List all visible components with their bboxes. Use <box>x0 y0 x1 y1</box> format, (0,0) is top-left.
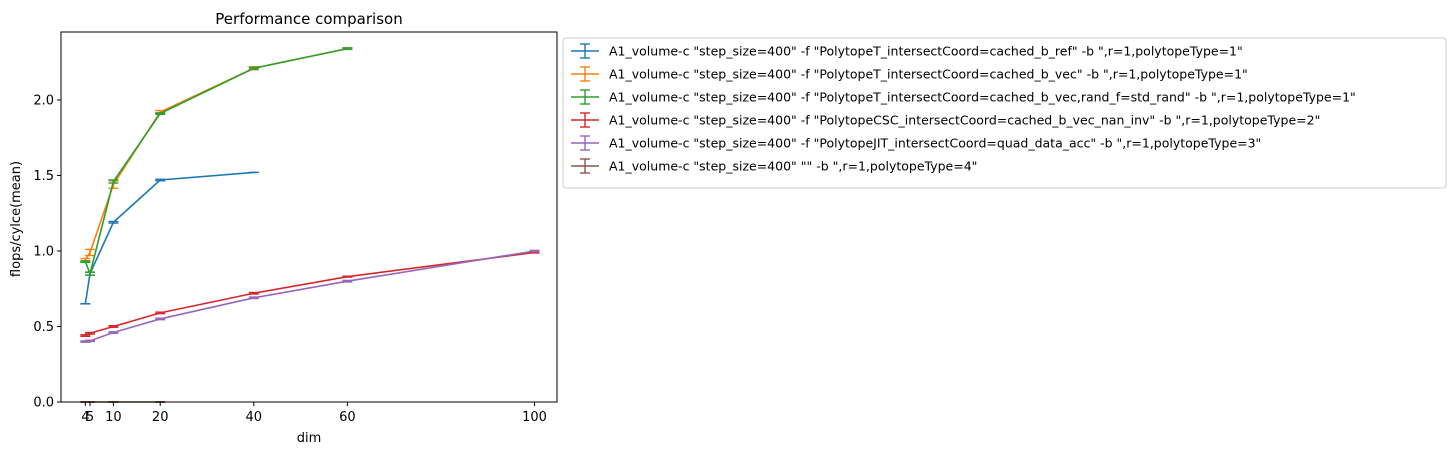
axes-frame <box>60 31 558 403</box>
legend-label: A1_volume-c "step_size=400" -f "Polytope… <box>609 44 1243 59</box>
legend-entry: A1_volume-c "step_size=400" -f "Polytope… <box>571 112 1320 128</box>
legend-entry: A1_volume-c "step_size=400" -f "Polytope… <box>571 66 1248 82</box>
legend-label: A1_volume-c "step_size=400" "" -b ",r=1,… <box>609 159 977 174</box>
legend-entry: A1_volume-c "step_size=400" -f "Polytope… <box>571 135 1261 151</box>
series-line <box>85 250 535 343</box>
legend-entry: A1_volume-c "step_size=400" -f "Polytope… <box>571 89 1356 105</box>
y-tick-label: 1.5 <box>33 169 54 184</box>
series-line <box>84 251 535 337</box>
legend-label: A1_volume-c "step_size=400" -f "Polytope… <box>609 113 1320 128</box>
legend-label: A1_volume-c "step_size=400" -f "Polytope… <box>609 90 1356 105</box>
series-line <box>84 47 348 261</box>
y-tick-label: 0.0 <box>33 396 54 411</box>
series-line <box>84 47 348 277</box>
x-tick-label: 100 <box>522 410 547 425</box>
legend: A1_volume-c "step_size=400" -f "Polytope… <box>562 37 1447 189</box>
legend-label: A1_volume-c "step_size=400" -f "Polytope… <box>609 136 1261 151</box>
plot-area <box>80 47 540 404</box>
series-4 <box>80 251 540 338</box>
chart-title: Performance comparison <box>215 10 402 28</box>
x-tick-label: 60 <box>339 410 356 425</box>
series-3 <box>80 47 353 277</box>
legend-label: A1_volume-c "step_size=400" -f "Polytope… <box>609 67 1248 82</box>
x-axis-label: dim <box>297 431 322 446</box>
x-axis: 45 10 20 40 60 100 <box>81 402 547 425</box>
series-1 <box>80 171 259 305</box>
y-tick-label: 1.0 <box>33 244 54 259</box>
x-tick-label: 5 <box>86 410 94 425</box>
x-tick-label: 4 <box>81 410 89 425</box>
y-axis: 0.0 0.5 1.0 1.5 2.0 <box>33 93 61 411</box>
x-tick-label: 40 <box>246 410 263 425</box>
series-2 <box>80 47 353 263</box>
x-tick-label: 10 <box>105 410 122 425</box>
legend-entry: A1_volume-c "step_size=400" -f "Polytope… <box>571 43 1243 59</box>
x-tick-label: 20 <box>152 410 169 425</box>
series-5 <box>80 249 540 343</box>
y-tick-label: 0.5 <box>33 320 54 335</box>
y-tick-label: 2.0 <box>33 93 54 108</box>
legend-entry: A1_volume-c "step_size=400" "" -b ",r=1,… <box>571 158 977 174</box>
y-axis-label: flops/cylce(mean) <box>9 161 24 277</box>
legend-box <box>562 37 1447 189</box>
